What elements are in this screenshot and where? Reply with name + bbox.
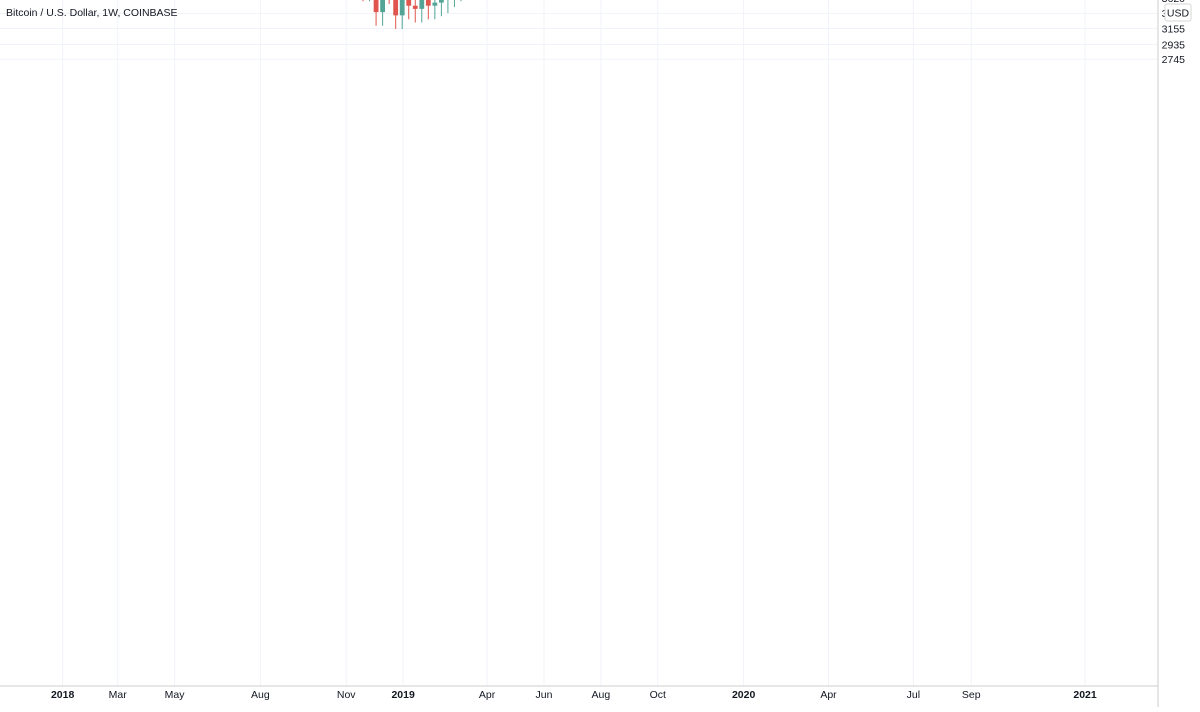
- currency-button-frame[interactable]: [1164, 3, 1192, 22]
- candle-body: [438, 0, 444, 3]
- y-tick-label: 3620: [1162, 0, 1186, 5]
- y-tick-label: 2745: [1162, 54, 1186, 66]
- candle-body: [432, 2, 438, 6]
- x-tick-label: Sep: [962, 689, 981, 701]
- chart-title: Bitcoin / U.S. Dollar, 1W, COINBASE: [6, 7, 178, 19]
- x-tick-label: Apr: [820, 689, 837, 701]
- candle[interactable]: [419, 0, 425, 23]
- time-axis[interactable]: 2018 Mar May Aug Nov 2019 Apr Jun Aug Oct 2020 Apr J…: [51, 689, 1097, 701]
- x-tick-label: Jun: [536, 689, 553, 701]
- candle-body: [380, 0, 386, 13]
- currency-button-label[interactable]: USD: [1167, 8, 1190, 20]
- grid-layer: [0, 0, 1158, 686]
- candle-body: [419, 0, 425, 9]
- x-tick-label: Aug: [592, 689, 611, 701]
- candle-body: [412, 5, 418, 9]
- candle[interactable]: [393, 0, 399, 29]
- x-tick-label: May: [165, 689, 186, 701]
- y-tick-label: 2935: [1162, 39, 1186, 51]
- x-tick-label: Oct: [650, 689, 666, 701]
- candle[interactable]: [452, 0, 457, 8]
- currency-button[interactable]: USD: [1164, 3, 1192, 22]
- x-tick-label: 2021: [1073, 689, 1097, 701]
- candle[interactable]: [380, 0, 386, 26]
- x-tick-label: Apr: [479, 689, 496, 701]
- candle-layer: [362, 0, 462, 29]
- x-tick-label: Mar: [109, 689, 128, 701]
- x-tick-label: Nov: [337, 689, 356, 701]
- candle-body: [406, 0, 412, 6]
- x-tick-label: 2018: [51, 689, 75, 701]
- x-tick-label: Jul: [907, 689, 920, 701]
- candle[interactable]: [438, 0, 444, 17]
- candle[interactable]: [446, 0, 451, 14]
- candle[interactable]: [373, 0, 379, 26]
- candle[interactable]: [406, 0, 412, 20]
- candle[interactable]: [412, 0, 418, 23]
- candle[interactable]: [425, 0, 431, 20]
- candle[interactable]: [399, 0, 405, 29]
- candle-body: [393, 0, 399, 16]
- candle[interactable]: [432, 0, 438, 20]
- x-tick-label: Aug: [251, 689, 270, 701]
- x-tick-label: 2019: [391, 689, 415, 701]
- candle-body: [373, 0, 379, 13]
- x-tick-label: 2020: [732, 689, 756, 701]
- candle-body: [399, 0, 405, 16]
- candle-body: [425, 0, 431, 6]
- y-tick-label: 3155: [1162, 23, 1186, 35]
